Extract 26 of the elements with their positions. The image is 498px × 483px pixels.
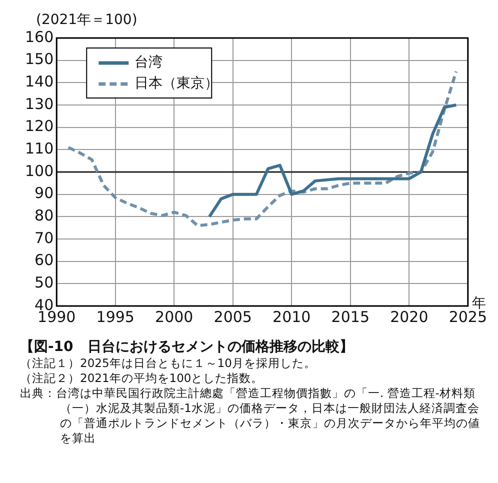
y-tick-label: 50 bbox=[34, 274, 54, 292]
y-tick-label: 150 bbox=[24, 50, 54, 68]
x-tick-label: 2015 bbox=[331, 308, 370, 326]
text: 【図-10 日台におけるセメントの価格推移の比較】 bbox=[20, 338, 354, 356]
x-tick-label: 2010 bbox=[272, 308, 311, 326]
y-tick-label: 80 bbox=[34, 206, 54, 225]
y-tick-label: 130 bbox=[24, 94, 54, 113]
x-tick-label: 1995 bbox=[96, 308, 134, 326]
y-tick-label: 120 bbox=[24, 117, 54, 136]
source-note: 出典：台湾は中華民国行政院主計總處「營造工程物價指數」の「一. 營造工程-材料類（一）水泥及其製品類-1水泥」の価格データ，日本は一般財団法人経済調査会の「普通ポルトランドセメント（バラ）・東京」の月次データから年平均の値を算出 bbox=[20, 386, 481, 446]
x-tick-label: 2005 bbox=[214, 308, 252, 326]
x-tick-label: 2000 bbox=[155, 308, 194, 326]
legend-label: 日本（東京） bbox=[134, 76, 219, 92]
x-tick-label: 2020 bbox=[390, 308, 428, 326]
y-tick-label: 70 bbox=[34, 228, 54, 247]
text: （注記１）2025年は日台ともに１～10月を採用した。 bbox=[20, 356, 317, 371]
line-series bbox=[66, 70, 458, 228]
text: （注記２）2021年の平均を100とした指数。 bbox=[20, 371, 264, 386]
y-tick-label: 60 bbox=[34, 251, 54, 270]
y-tick-label: 90 bbox=[34, 184, 54, 202]
y-axis-title: (2021年＝100) bbox=[36, 12, 138, 28]
y-tick-label: 100 bbox=[24, 162, 54, 180]
legend-label: 台湾 bbox=[134, 54, 163, 71]
y-tick-label: 140 bbox=[24, 72, 54, 91]
y-tick-label: 110 bbox=[24, 140, 54, 158]
y-tick-label: 160 bbox=[24, 28, 54, 46]
